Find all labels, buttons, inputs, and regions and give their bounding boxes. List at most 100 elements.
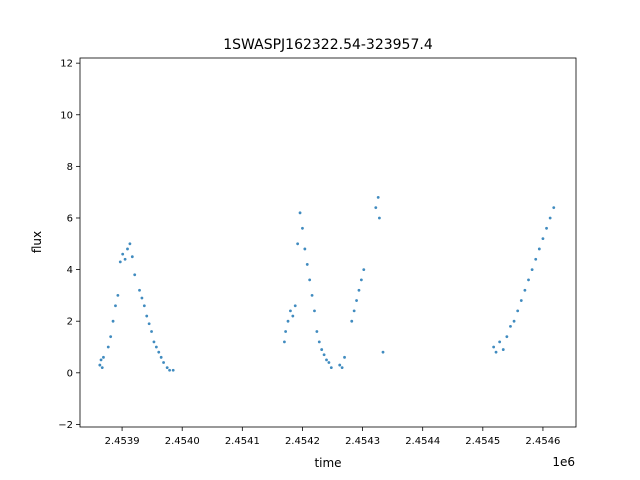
data-point xyxy=(527,278,530,282)
data-point xyxy=(329,366,333,370)
y-axis: −2 0 2 4 6 8 10 12 xyxy=(58,59,80,431)
y-tick-label: 8 xyxy=(67,162,73,173)
data-point xyxy=(340,366,344,370)
data-point xyxy=(343,355,346,359)
data-point xyxy=(147,322,151,326)
data-point xyxy=(168,368,171,372)
data-point xyxy=(116,293,120,297)
chart-title: 1SWASPJ162322.54-323957.4 xyxy=(223,37,433,53)
data-point xyxy=(327,361,331,364)
data-point xyxy=(157,350,161,354)
data-point xyxy=(516,309,520,313)
data-point xyxy=(289,309,292,313)
data-point xyxy=(509,324,512,328)
data-point xyxy=(142,304,146,308)
data-point xyxy=(296,242,300,246)
data-point xyxy=(159,355,163,359)
data-point xyxy=(162,361,165,364)
data-point xyxy=(310,293,314,297)
x-axis-label: time xyxy=(314,456,341,470)
data-point xyxy=(352,309,356,313)
data-point xyxy=(138,288,141,292)
x-tick-label: 2.4546 xyxy=(525,436,560,447)
data-point xyxy=(322,353,326,357)
y-tick-label: 6 xyxy=(67,213,73,224)
data-point xyxy=(301,226,304,230)
data-point xyxy=(150,330,153,333)
x-tick-label: 2.4545 xyxy=(465,436,500,447)
data-point xyxy=(283,340,286,344)
data-point xyxy=(165,366,169,370)
data-point xyxy=(118,260,122,264)
data-point xyxy=(286,319,290,323)
data-point xyxy=(317,340,321,344)
x-tick-label: 2.4542 xyxy=(285,436,320,447)
data-point xyxy=(133,273,137,277)
data-point xyxy=(308,278,312,282)
data-point xyxy=(154,345,158,349)
data-point xyxy=(548,216,552,220)
data-point xyxy=(537,247,541,251)
y-tick-label: 10 xyxy=(60,110,73,121)
y-tick-label: 2 xyxy=(67,317,73,328)
data-point xyxy=(357,288,361,292)
data-point xyxy=(140,296,144,300)
data-point xyxy=(313,309,316,313)
data-point xyxy=(552,206,556,210)
data-point xyxy=(98,363,102,367)
data-point xyxy=(359,278,363,282)
data-point xyxy=(128,242,132,246)
data-point xyxy=(545,226,548,230)
data-point xyxy=(114,304,117,308)
data-point xyxy=(291,314,295,318)
data-point xyxy=(350,319,354,323)
data-point xyxy=(492,345,496,349)
data-point xyxy=(106,345,110,349)
data-point xyxy=(381,350,385,354)
data-point xyxy=(498,340,502,344)
data-point xyxy=(325,358,328,362)
data-point xyxy=(523,288,527,292)
data-point xyxy=(121,252,125,256)
x-tick-label: 2.4540 xyxy=(165,436,200,447)
data-point xyxy=(123,257,127,261)
y-tick-label: −2 xyxy=(58,420,73,431)
y-tick-label: 0 xyxy=(67,368,73,379)
scatter-series xyxy=(98,195,556,372)
data-point xyxy=(100,366,104,370)
data-point xyxy=(374,206,378,210)
data-point xyxy=(501,348,505,351)
x-axis: 2.4539 2.4540 2.4541 2.4542 2.4543 2.4544 2.45… xyxy=(105,427,560,447)
data-point xyxy=(293,304,297,308)
data-point xyxy=(152,340,156,344)
data-point xyxy=(126,247,129,251)
x-tick-label: 2.4543 xyxy=(345,436,380,447)
data-point xyxy=(338,363,342,367)
data-point xyxy=(171,368,175,372)
data-point xyxy=(512,319,516,323)
y-tick-label: 12 xyxy=(60,59,73,70)
x-tick-label: 2.4539 xyxy=(105,436,140,447)
data-point xyxy=(519,299,523,302)
data-point xyxy=(376,195,380,199)
data-point xyxy=(99,358,103,362)
data-point xyxy=(378,216,381,220)
data-point xyxy=(303,247,307,251)
data-point xyxy=(505,335,509,339)
data-point xyxy=(130,255,134,259)
x-tick-label: 2.4541 xyxy=(225,436,260,447)
data-point xyxy=(320,348,324,351)
plot-area-frame xyxy=(79,57,577,428)
data-point xyxy=(111,319,115,323)
data-point xyxy=(284,330,288,333)
x-axis-offset-label: 1e6 xyxy=(552,455,575,469)
data-point xyxy=(355,299,358,302)
data-point xyxy=(541,237,545,241)
data-point xyxy=(298,211,302,215)
data-point xyxy=(315,330,319,333)
y-tick-label: 4 xyxy=(67,265,73,276)
data-point xyxy=(109,335,113,339)
data-point xyxy=(145,314,149,318)
